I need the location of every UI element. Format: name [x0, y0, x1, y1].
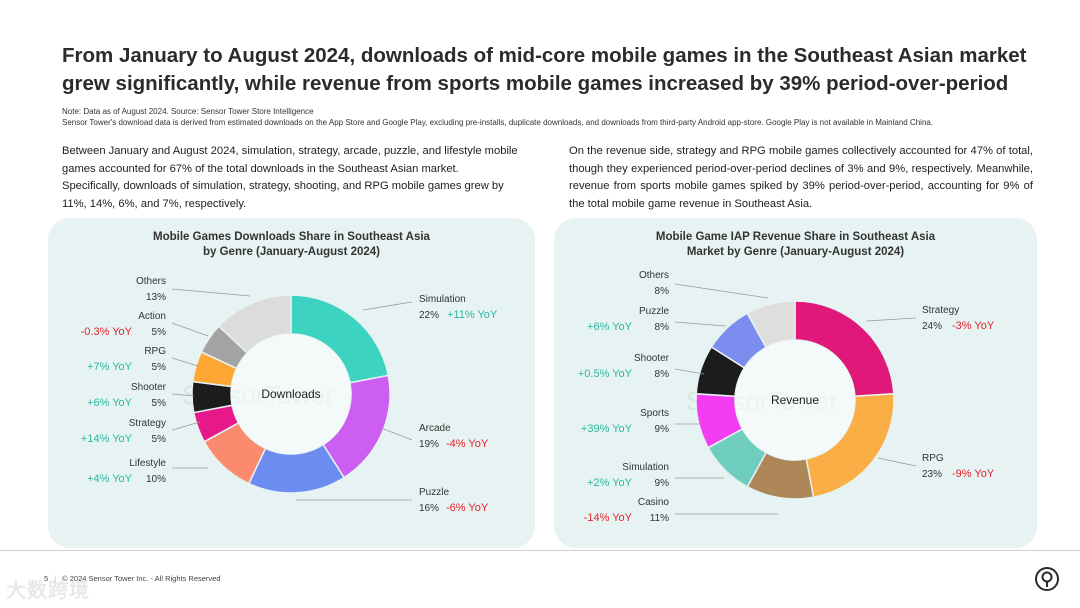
page-title: From January to August 2024, downloads o…	[62, 44, 1027, 95]
downloads-label-action: Action	[138, 311, 166, 322]
downloads-chart-panel: Mobile Games Downloads Share in Southeas…	[48, 218, 535, 548]
downloads-label-arcade: Arcade	[419, 423, 451, 434]
downloads-value-strategy: 5%	[152, 434, 167, 445]
note-line-2: Sensor Tower's download data is derived …	[62, 118, 934, 127]
downloads-yoy-lifestyle: +4% YoY	[87, 473, 133, 485]
revenue-leader-line-strategy	[865, 317, 917, 322]
revenue-value-rpg: 23%	[922, 469, 942, 480]
footer-divider	[0, 550, 1080, 551]
source-note: Note: Data as of August 2024. Source: Se…	[62, 106, 1052, 128]
downloads-value-rpg: 5%	[152, 362, 167, 373]
revenue-yoy-sports: +39% YoY	[581, 423, 633, 435]
downloads-summary: Between January and August 2024, simulat…	[62, 143, 526, 213]
watermark-text: 大数跨境	[6, 580, 90, 602]
downloads-value-simulation: 22%	[419, 310, 439, 321]
downloads-yoy-puzzle: -6% YoY	[446, 502, 489, 514]
downloads-value-action: 5%	[152, 327, 167, 338]
downloads-yoy-arcade: -4% YoY	[446, 438, 489, 450]
downloads-label-lifestyle: Lifestyle	[129, 458, 166, 469]
downloads-leader-line-simulation	[362, 301, 413, 311]
sensor-tower-logo-icon	[1035, 567, 1059, 591]
downloads-yoy-strategy: +14% YoY	[81, 433, 133, 445]
downloads-label-puzzle: Puzzle	[419, 487, 449, 498]
revenue-label-strategy: Strategy	[922, 305, 959, 316]
downloads-leader-line-others	[171, 288, 251, 297]
revenue-donut-hole	[735, 340, 855, 460]
downloads-summary-p2: Specifically, downloads of simulation, s…	[62, 180, 504, 210]
downloads-value-shooter: 5%	[152, 398, 167, 409]
revenue-value-shooter: 8%	[655, 369, 670, 380]
downloads-leader-line-arcade	[380, 427, 413, 441]
revenue-value-simulation: 9%	[655, 478, 670, 489]
revenue-donut-chart: SensorTowerRevenueStrategy24%-3% YoYRPG2…	[578, 270, 995, 524]
revenue-value-strategy: 24%	[922, 321, 942, 332]
revenue-yoy-shooter: +0.5% YoY	[578, 368, 633, 380]
downloads-summary-p1: Between January and August 2024, simulat…	[62, 145, 518, 175]
revenue-label-sports: Sports	[640, 408, 669, 419]
revenue-leader-line-puzzle	[674, 321, 727, 327]
downloads-label-strategy: Strategy	[129, 418, 166, 429]
downloads-yoy-shooter: +6% YoY	[87, 397, 133, 409]
revenue-summary: On the revenue side, strategy and RPG mo…	[569, 143, 1033, 213]
revenue-label-others: Others	[639, 270, 669, 281]
downloads-yoy-rpg: +7% YoY	[87, 361, 133, 373]
downloads-leader-line-rpg	[171, 357, 199, 367]
revenue-leader-line-shooter	[674, 368, 705, 375]
downloads-leader-line-shooter	[171, 393, 195, 397]
downloads-chart-title-line2: by Genre (January-August 2024)	[202, 246, 381, 258]
downloads-label-rpg: RPG	[144, 346, 166, 357]
downloads-label-simulation: Simulation	[419, 294, 466, 305]
revenue-chart-title: Mobile Game IAP Revenue Share in Southea…	[554, 230, 1037, 260]
downloads-slice-others	[217, 294, 292, 354]
downloads-value-puzzle: 16%	[419, 503, 439, 514]
copyright-text: © 2024 Sensor Tower Inc. - All Rights Re…	[62, 574, 221, 583]
revenue-yoy-rpg: -9% YoY	[952, 468, 995, 480]
page-number: 5	[44, 574, 49, 583]
revenue-chart-panel: Mobile Game IAP Revenue Share in Southea…	[554, 218, 1037, 548]
downloads-yoy-action: -0.3% YoY	[81, 326, 133, 338]
revenue-yoy-strategy: -3% YoY	[952, 320, 995, 332]
revenue-value-sports: 9%	[655, 424, 670, 435]
revenue-value-casino: 11%	[650, 513, 669, 524]
revenue-chart-title-line2: Market by Genre (January-August 2024)	[686, 246, 905, 258]
revenue-label-casino: Casino	[638, 497, 670, 508]
downloads-leader-line-strategy	[171, 421, 201, 431]
revenue-chart-title-line1: Mobile Game IAP Revenue Share in Southea…	[655, 231, 936, 243]
revenue-label-shooter: Shooter	[634, 353, 670, 364]
downloads-value-lifestyle: 10%	[146, 474, 166, 485]
revenue-value-others: 8%	[655, 286, 670, 297]
revenue-leader-line-others	[674, 283, 769, 299]
revenue-label-puzzle: Puzzle	[639, 306, 669, 317]
revenue-value-puzzle: 8%	[655, 322, 670, 333]
downloads-leader-line-action	[171, 322, 209, 337]
downloads-chart-title: Mobile Games Downloads Share in Southeas…	[48, 230, 535, 260]
note-line-1: Note: Data as of August 2024. Source: Se…	[62, 107, 314, 116]
revenue-center-label: Revenue	[771, 393, 819, 407]
revenue-yoy-puzzle: +6% YoY	[587, 321, 633, 333]
downloads-donut-hole	[231, 334, 351, 454]
downloads-label-others: Others	[136, 276, 166, 287]
revenue-yoy-casino: -14% YoY	[584, 512, 633, 524]
revenue-label-simulation: Simulation	[622, 462, 669, 473]
revenue-leader-line-rpg	[877, 457, 917, 467]
downloads-label-shooter: Shooter	[131, 382, 167, 393]
revenue-yoy-simulation: +2% YoY	[587, 477, 633, 489]
downloads-value-others: 13%	[146, 292, 166, 303]
downloads-value-arcade: 19%	[419, 439, 439, 450]
downloads-center-label: Downloads	[261, 387, 320, 401]
revenue-summary-p1: On the revenue side, strategy and RPG mo…	[569, 145, 1033, 210]
downloads-donut-chart: SensorTowerDownloadsSimulation22%+11% Yo…	[81, 276, 498, 514]
downloads-yoy-simulation: +11% YoY	[447, 309, 498, 321]
footer: 5 | © 2024 Sensor Tower Inc. - All Rights …	[44, 574, 221, 583]
downloads-chart-title-line1: Mobile Games Downloads Share in Southeas…	[153, 231, 430, 243]
revenue-label-rpg: RPG	[922, 453, 944, 464]
